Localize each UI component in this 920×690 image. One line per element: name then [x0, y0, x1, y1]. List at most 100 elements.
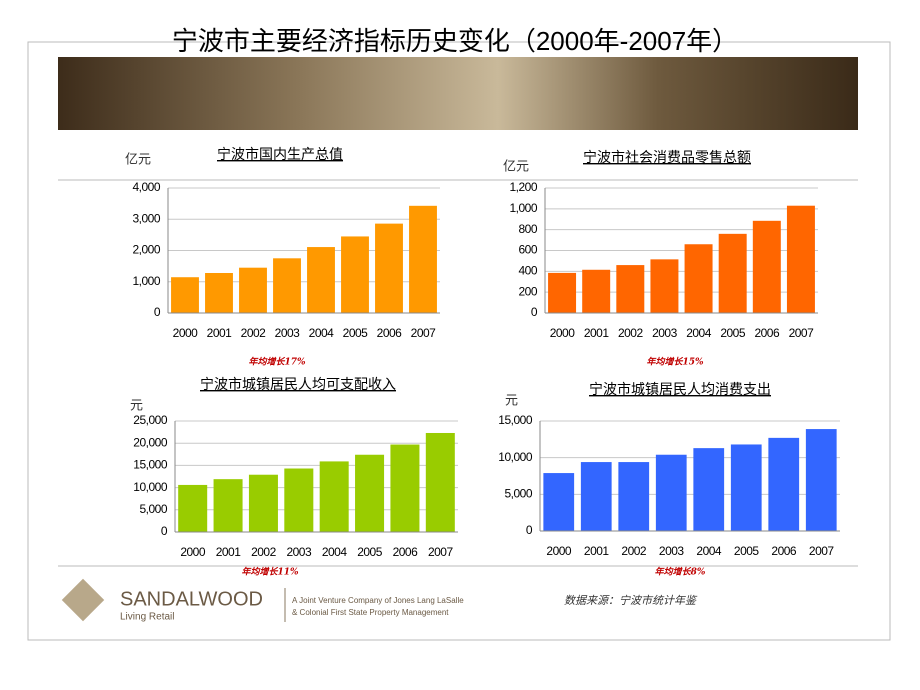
y-tick-label: 20,000	[133, 435, 168, 449]
x-tick-label: 2003	[286, 545, 312, 559]
y-tick-label: 1,000	[509, 201, 537, 215]
x-tick-label: 2005	[734, 544, 760, 558]
growth-note: 年均增长15%	[646, 357, 704, 368]
y-tick-label: 5,000	[504, 487, 532, 501]
y-tick-label: 400	[518, 264, 537, 278]
bar	[239, 267, 267, 313]
bar	[178, 484, 208, 532]
x-tick-label: 2007	[411, 326, 437, 340]
bar	[307, 247, 335, 313]
x-tick-label: 2005	[720, 326, 746, 340]
y-tick-label: 0	[161, 524, 168, 538]
y-tick-label: 1,200	[509, 180, 537, 194]
growth-note: 年均增长17%	[248, 357, 306, 368]
logo-line: A Joint Venture Company of Jones Lang La…	[292, 596, 464, 605]
x-tick-label: 2000	[173, 326, 199, 340]
x-tick-label: 2002	[241, 326, 267, 340]
bar	[284, 468, 314, 532]
x-tick-label: 2001	[584, 326, 610, 340]
y-tick-label: 200	[518, 284, 537, 298]
bar	[171, 277, 199, 313]
y-axis-unit: 亿元	[503, 158, 529, 173]
x-tick-label: 2002	[618, 326, 644, 340]
x-tick-label: 2004	[322, 545, 348, 559]
x-tick-label: 2002	[251, 545, 277, 559]
bar	[618, 462, 650, 531]
bar	[768, 437, 800, 531]
y-tick-label: 3,000	[132, 211, 160, 225]
y-tick-label: 15,000	[133, 458, 168, 472]
slide-frame	[27, 41, 891, 641]
bar	[375, 223, 403, 313]
x-tick-label: 2003	[275, 326, 301, 340]
bar	[205, 273, 233, 313]
bar	[213, 479, 243, 532]
bar	[718, 233, 747, 313]
bar	[543, 473, 575, 531]
x-tick-label: 2001	[207, 326, 233, 340]
x-tick-label: 2007	[789, 326, 815, 340]
bar	[390, 444, 420, 532]
x-tick-label: 2002	[621, 544, 647, 558]
bar	[355, 454, 385, 532]
bar	[616, 265, 645, 313]
bar	[650, 259, 679, 313]
x-tick-label: 2004	[309, 326, 335, 340]
chart-title: 宁波市国内生产总值	[217, 146, 343, 163]
bar	[786, 205, 815, 313]
y-axis-unit: 元	[130, 397, 143, 412]
bar	[752, 220, 781, 313]
y-tick-label: 25,000	[133, 413, 168, 427]
y-tick-label: 1,000	[132, 274, 160, 288]
bar	[248, 474, 278, 532]
y-tick-label: 4,000	[132, 180, 160, 194]
bar	[425, 432, 455, 532]
y-tick-label: 2,000	[132, 243, 160, 257]
x-tick-label: 2006	[754, 326, 780, 340]
brand: SANDALWOOD	[120, 588, 263, 610]
bar	[319, 461, 349, 532]
page-title: 宁波市主要经济指标历史变化（2000年-2007年）	[172, 26, 738, 56]
x-tick-label: 2007	[809, 544, 835, 558]
bar	[730, 444, 762, 531]
bar	[693, 448, 725, 531]
bar	[580, 462, 612, 531]
bar	[548, 272, 577, 313]
x-tick-label: 2007	[428, 545, 454, 559]
logo-mark	[61, 578, 105, 622]
logo-line: & Colonial First State Property Manageme…	[292, 608, 449, 617]
y-tick-label: 5,000	[139, 502, 167, 516]
y-tick-label: 10,000	[498, 450, 533, 464]
x-tick-label: 2004	[686, 326, 712, 340]
y-tick-label: 0	[526, 523, 533, 537]
y-tick-label: 15,000	[498, 413, 533, 427]
bar	[273, 258, 301, 313]
x-tick-label: 2006	[393, 545, 419, 559]
x-tick-label: 2000	[546, 544, 572, 558]
growth-note: 年均增长8%	[655, 567, 706, 578]
bar	[582, 269, 611, 313]
banner	[58, 57, 858, 130]
y-tick-label: 600	[518, 243, 537, 257]
x-tick-label: 2006	[771, 544, 797, 558]
y-tick-label: 0	[531, 305, 538, 319]
growth-note: 年均增长11%	[241, 567, 299, 578]
source: 数据来源：宁波市统计年鉴	[564, 594, 698, 607]
bar	[341, 236, 369, 313]
y-tick-label: 10,000	[133, 480, 168, 494]
y-tick-label: 800	[518, 222, 537, 236]
chart-title: 宁波市社会消费品零售总额	[583, 149, 751, 166]
y-axis-unit: 亿元	[125, 151, 151, 166]
x-tick-label: 2003	[652, 326, 678, 340]
logo: SANDALWOOD Living Retail A Joint Venture…	[61, 578, 464, 623]
x-tick-label: 2005	[357, 545, 383, 559]
bar	[655, 454, 687, 531]
bar	[409, 205, 437, 313]
x-tick-label: 2001	[584, 544, 610, 558]
x-tick-label: 2000	[180, 545, 206, 559]
bar	[805, 429, 837, 531]
x-tick-label: 2005	[343, 326, 369, 340]
chart-title: 宁波市城镇居民人均可支配收入	[200, 376, 396, 393]
x-tick-label: 2003	[659, 544, 685, 558]
